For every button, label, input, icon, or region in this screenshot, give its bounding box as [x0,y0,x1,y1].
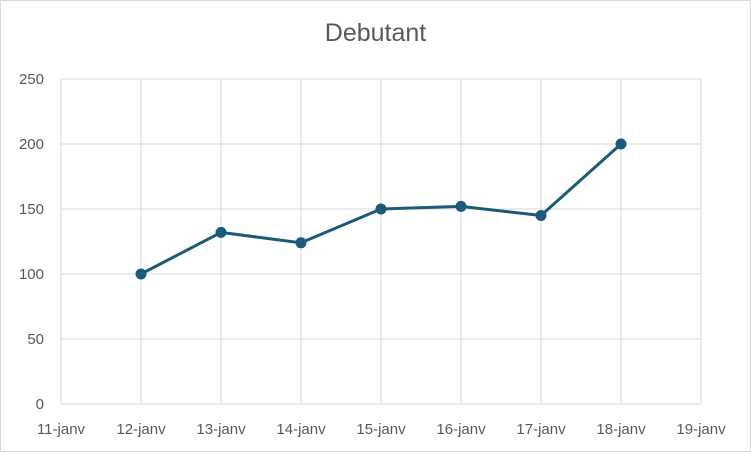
x-tick-label: 14-janv [276,421,326,438]
data-point [615,138,627,150]
data-point [375,203,387,215]
data-series [135,138,627,280]
data-point [295,237,307,249]
x-tick-label: 18-janv [596,421,646,438]
data-point [215,226,227,238]
data-point [535,210,547,221]
x-tick-label: 13-janv [196,421,246,438]
data-point [455,200,467,212]
y-tick-label: 50 [27,331,44,348]
x-tick-label: 15-janv [356,421,406,438]
y-tick-label: 150 [19,201,44,218]
x-axis-ticks: 11-janv 12-janv 13-janv 14-janv 15-janv 16-ja… [37,421,726,438]
chart-title: Debutant [324,19,427,47]
data-point [135,268,147,280]
x-tick-label: 19-janv [676,421,726,438]
x-tick-label: 16-janv [436,421,486,438]
y-tick-label: 250 [19,71,44,88]
x-tick-label: 12-janv [116,421,166,438]
y-axis-ticks: 0 50 100 150 200 250 [19,71,44,413]
x-tick-label: 11-janv [37,421,86,438]
y-tick-label: 100 [19,266,44,283]
x-tick-label: 17-janv [516,421,566,438]
y-tick-label: 200 [19,136,44,153]
y-tick-label: 0 [36,396,44,413]
gridlines [60,78,702,405]
